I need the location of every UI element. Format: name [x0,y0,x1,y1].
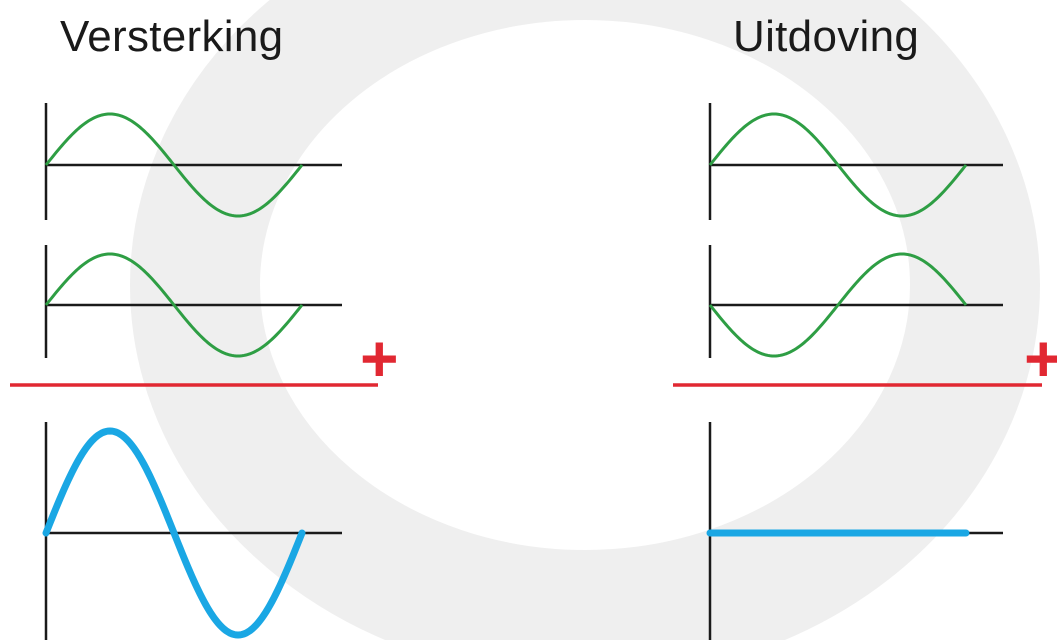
right-wave2-plot [708,245,1003,358]
left-panel [10,103,378,640]
watermark-ring [130,0,1040,640]
right-result-plot [706,422,1003,640]
right-wave1-curve [708,112,968,218]
left-wave1-plot [44,103,342,220]
constructive-title: Versterking [60,12,284,61]
destructive-title: Uitdoving [733,12,920,61]
right-wave1-plot [708,103,1003,220]
plus-sign-right: + [1024,321,1057,395]
left-result-curve [42,427,306,639]
right-panel [673,103,1042,640]
right-wave2-curve [708,252,968,358]
left-result-plot [42,422,342,640]
watermark-logo [130,0,1040,640]
left-wave1-curve [44,112,304,218]
left-wave2-plot [44,245,342,358]
left-wave2-curve [44,252,304,358]
plus-sign-left: + [360,321,399,395]
